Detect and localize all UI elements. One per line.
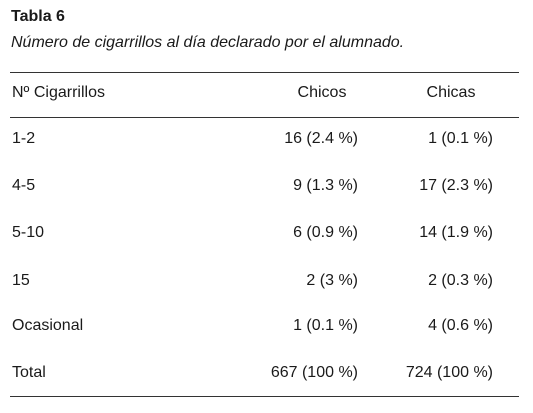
row-label: 4-5	[12, 177, 36, 194]
row-label: 1-2	[12, 130, 36, 147]
row-label: 15	[12, 272, 30, 289]
table-cell: 1 (0.1 %)	[293, 317, 358, 334]
row-label: Ocasional	[12, 317, 84, 334]
bottom-rule	[10, 396, 519, 397]
table-cell: 4 (0.6 %)	[428, 317, 493, 334]
column-header: Nº Cigarrillos	[12, 84, 105, 101]
table-cell: 1 (0.1 %)	[428, 130, 493, 147]
table-cell: 16 (2.4 %)	[284, 130, 358, 147]
row-label: Total	[12, 364, 46, 381]
table-cell: 14 (1.9 %)	[419, 224, 493, 241]
table-cell: 6 (0.9 %)	[293, 224, 358, 241]
table-cell: 2 (0.3 %)	[428, 272, 493, 289]
table-cell: 724 (100 %)	[405, 364, 493, 381]
column-header: Chicas	[426, 84, 476, 101]
top-rule	[10, 72, 519, 73]
table-cell: 17 (2.3 %)	[419, 177, 493, 194]
table-subtitle: Número de cigarrillos al día declarado p…	[11, 34, 405, 51]
header-rule	[10, 117, 519, 118]
table-cell: 667 (100 %)	[270, 364, 358, 381]
table-title: Tabla 6	[11, 8, 65, 25]
table-cell: 2 (3 %)	[306, 272, 358, 289]
row-label: 5-10	[12, 224, 45, 241]
column-header: Chicos	[297, 84, 347, 101]
table-cell: 9 (1.3 %)	[293, 177, 358, 194]
